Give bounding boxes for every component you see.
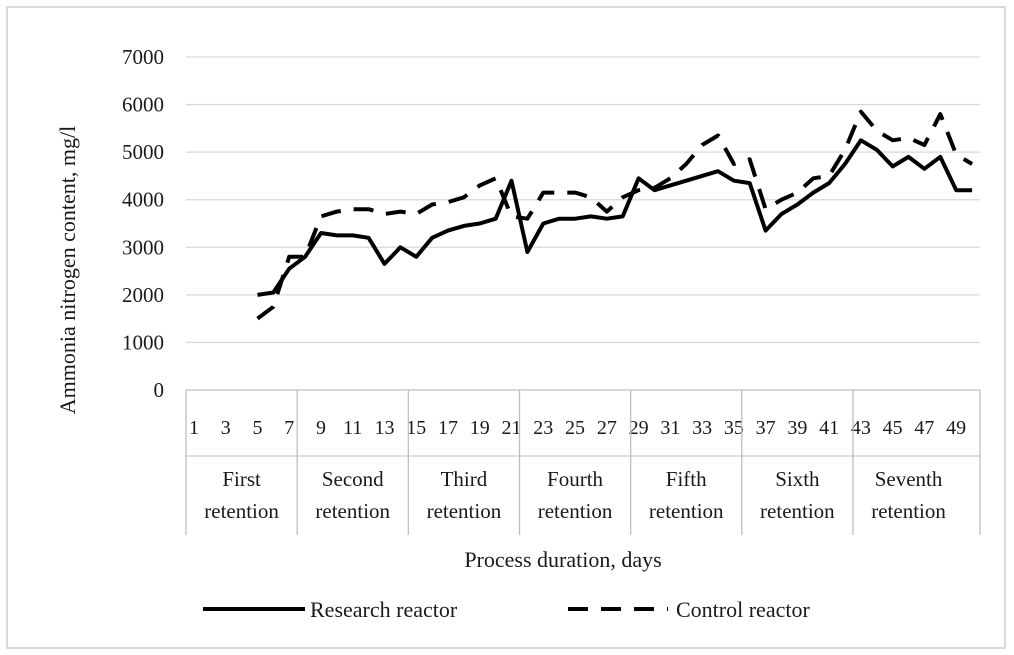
group-label-2-line2: retention: [315, 499, 390, 523]
y-tick-label-2000: 2000: [122, 283, 164, 307]
y-tick-label-7000: 7000: [122, 45, 164, 69]
group-label-7-line2: retention: [871, 499, 946, 523]
x-tick-label-9: 9: [316, 417, 326, 439]
x-tick-label-47: 47: [914, 417, 934, 439]
series-control-reactor-line: [256, 109, 974, 321]
x-tick-label-41: 41: [819, 417, 839, 439]
group-label-5-line2: retention: [649, 499, 724, 523]
group-label-6-line2: retention: [760, 499, 835, 523]
x-tick-label-43: 43: [851, 417, 871, 439]
y-tick-label-5000: 5000: [122, 140, 164, 164]
x-tick-label-37: 37: [756, 417, 776, 439]
y-axis-title: Ammonia nitrogen content, mg/l: [55, 126, 80, 414]
x-tick-label-25: 25: [565, 417, 585, 439]
y-tick-label-3000: 3000: [122, 235, 164, 259]
y-tick-labels: 0 1000 2000 3000 4000 5000 6000 7000: [122, 45, 164, 402]
x-tick-label-49: 49: [946, 417, 966, 439]
x-axis: [185, 389, 981, 535]
x-tick-label-13: 13: [375, 417, 395, 439]
group-label-1-line2: retention: [204, 499, 279, 523]
legend-research-label: Research reactor: [310, 597, 458, 622]
y-tick-label-1000: 1000: [122, 330, 164, 354]
group-label-4-line1: Fourth: [547, 467, 604, 491]
x-tick-label-27: 27: [597, 417, 617, 439]
x-tick-label-3: 3: [221, 417, 231, 439]
x-tick-label-39: 39: [787, 417, 807, 439]
x-tick-label-35: 35: [724, 417, 744, 439]
chart-frame: [6, 6, 1006, 649]
group-label-4-line2: retention: [538, 499, 613, 523]
group-label-7-line1: Seventh: [875, 467, 943, 491]
x-tick-label-1: 1: [189, 417, 199, 439]
x-tick-label-33: 33: [692, 417, 712, 439]
legend-control-label: Control reactor: [676, 597, 810, 622]
group-label-3-line2: retention: [427, 499, 502, 523]
data-series: [256, 109, 974, 321]
retention-group-labels: First retention Second retention Third retent…: [204, 390, 946, 535]
y-tick-label-6000: 6000: [122, 93, 164, 117]
x-tick-label-29: 29: [629, 417, 649, 439]
x-tick-label-5: 5: [252, 417, 262, 439]
x-tick-label-23: 23: [533, 417, 553, 439]
x-axis-title: Process duration, days: [464, 547, 661, 572]
series-research-reactor-line: [257, 138, 973, 297]
y-tick-label-0: 0: [154, 378, 165, 402]
x-tick-label-11: 11: [343, 417, 362, 439]
gridlines: [186, 56, 980, 344]
legend: Research reactor Control reactor: [203, 597, 810, 622]
x-tick-label-21: 21: [502, 417, 522, 439]
y-tick-label-4000: 4000: [122, 188, 164, 212]
group-label-2-line1: Second: [322, 467, 384, 491]
x-tick-label-31: 31: [660, 417, 680, 439]
x-tick-label-19: 19: [470, 417, 490, 439]
x-tick-label-7: 7: [284, 417, 294, 439]
group-label-5-line1: Fifth: [666, 467, 707, 491]
group-label-3-line1: Third: [441, 467, 488, 491]
x-tick-label-45: 45: [883, 417, 903, 439]
group-label-1-line1: First: [222, 467, 261, 491]
x-tick-label-17: 17: [438, 417, 458, 439]
x-tick-label-15: 15: [406, 417, 426, 439]
x-tick-labels: 1 3 5 7 9 11 13 15 17 19 21 23 25 27 29 31 33 35 37 39 41 43 4…: [189, 417, 966, 439]
group-label-6-line1: Sixth: [775, 467, 820, 491]
